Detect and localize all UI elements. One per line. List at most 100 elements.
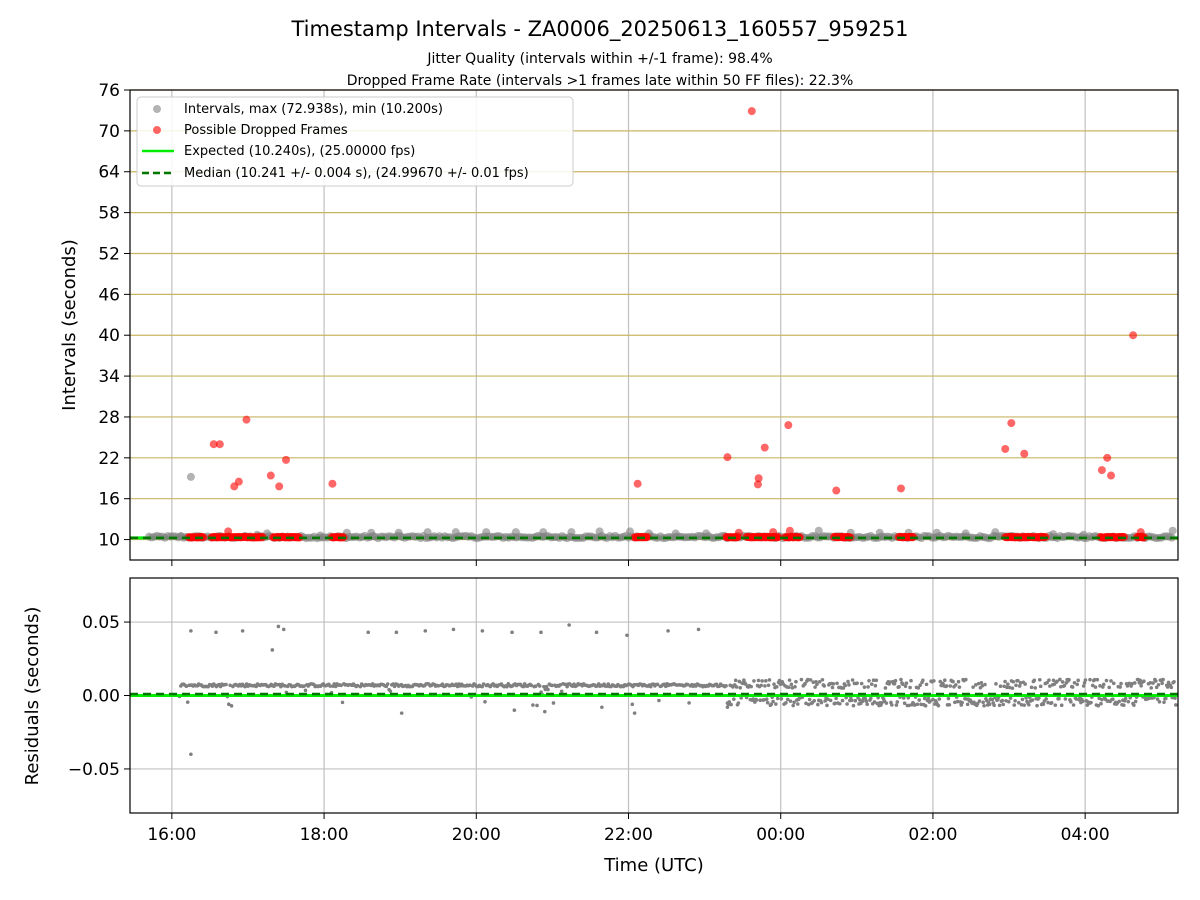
residual-point [833,701,838,706]
dropped-frame-point [753,480,762,489]
residual-point [951,679,955,684]
residual-point [837,701,842,706]
residual-point [774,685,779,689]
residual-point [302,684,306,688]
residual-point [1003,679,1007,684]
dropped-frame-point [1103,453,1112,462]
residual-point [820,678,825,682]
residual-point [189,629,193,633]
residual-point [1044,697,1048,701]
residual-point [758,698,763,703]
residual-point [964,677,968,682]
residual-point [1101,682,1106,687]
residual-point [823,699,827,703]
residual-point [979,680,984,685]
dropped-frame-point [643,532,652,541]
interval-point [451,528,460,537]
interval-point [932,528,941,537]
residual-point [358,684,363,689]
residual-point [846,679,850,684]
chart-subtitle-dropped: Dropped Frame Rate (intervals >1 frames … [347,73,854,89]
interval-point [539,528,548,537]
residual-point [594,630,599,635]
dropped-frame-point [1107,471,1116,480]
residual-point [725,705,730,710]
residual-point [1060,680,1065,684]
residual-point [1037,696,1041,700]
residual-point [815,682,819,687]
residual-point [1118,685,1122,689]
residual-point [214,630,218,635]
dropped-frame-point [832,486,841,495]
residual-point [1132,703,1136,707]
interval-point [702,529,711,538]
legend-intervals-marker [153,105,161,113]
residual-point [931,697,935,702]
dropped-frame-point [760,443,769,452]
residual-point [185,700,190,704]
residual-point [956,679,961,684]
residual-point [851,703,856,708]
residual-point [892,681,897,686]
residual-point [764,679,768,683]
residual-point [908,685,912,690]
residual-point [1029,685,1034,690]
residual-point [1053,703,1058,707]
residual-point [281,627,286,632]
residual-point [812,699,817,703]
residual-point [1037,677,1042,682]
residual-point [909,678,913,683]
interval-point [482,528,491,537]
residual-point [953,700,957,705]
residual-point [859,681,864,686]
residual-point [1119,681,1123,686]
intervals-y-tick-label: 52 [98,244,120,264]
residual-point [1035,703,1039,708]
intervals-panel: 10 16 22 28 34 40 46 52 58 64 70 76 Intervals (seco… [59,81,1179,566]
residual-point [840,698,845,703]
residual-point [926,696,931,700]
residual-point [1012,703,1017,707]
dropped-frame-point [328,479,337,488]
residual-point [537,684,542,688]
residual-point [924,682,929,687]
residual-point [743,682,748,686]
residual-point [394,630,399,635]
dropped-frame-point [769,528,778,537]
residual-point [932,679,936,683]
residual-point [871,678,876,683]
residual-point [529,683,534,688]
dropped-frame-point [784,421,793,430]
residual-point [864,699,869,703]
legend-intervals-label: Intervals, max (72.938s), min (10.200s) [184,102,443,117]
residual-point [1013,699,1017,703]
residual-point [1099,701,1103,706]
residual-point [283,684,287,688]
residual-point [1006,699,1011,704]
residual-point [1151,681,1155,685]
residual-point [806,677,810,682]
residual-point [766,683,771,688]
residual-point [1027,702,1031,707]
residual-point [1058,684,1063,689]
residual-point [775,696,780,701]
residual-point [1010,686,1015,690]
legend: Intervals, max (72.938s), min (10.200s) … [136,96,574,187]
x-tick-label: 04:00 [1061,825,1110,845]
chart-subtitle-jitter: Jitter Quality (intervals within +/-1 fr… [426,51,772,67]
intervals-y-tick-label: 10 [98,531,120,551]
residual-point [655,682,660,687]
dropped-frame-point [234,477,243,486]
residual-point [937,697,942,701]
residual-point [845,702,849,706]
residual-point [1057,696,1061,701]
residual-point [946,696,951,701]
residual-point [855,681,859,685]
residual-point [849,698,854,703]
interval-point [186,472,195,481]
residual-point [1011,679,1016,684]
residual-point [1089,700,1093,705]
residual-point [1109,679,1113,683]
residual-point [869,682,874,686]
dropped-frame-point [734,528,743,537]
